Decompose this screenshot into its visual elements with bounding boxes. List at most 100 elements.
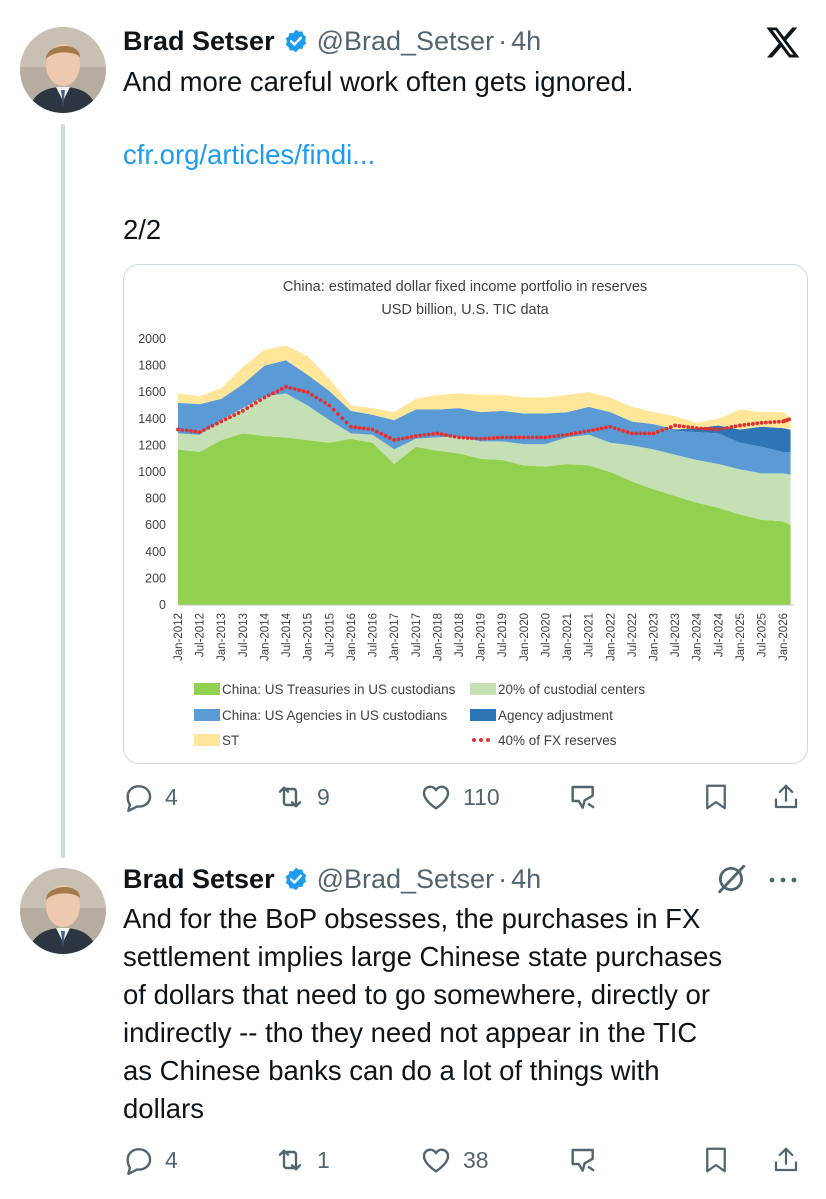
fx-line-point	[374, 429, 379, 434]
fx-line-point	[694, 426, 699, 431]
x-tick-label: Jan-2014	[259, 612, 271, 661]
fx-line-point	[591, 428, 595, 432]
tweet-text-line: settlement implies large Chinese state p…	[123, 941, 723, 972]
fx-line-point	[336, 412, 340, 416]
like-count: 38	[463, 1146, 489, 1173]
reply-count: 4	[165, 1146, 178, 1173]
retweet-button[interactable]: 1	[273, 1140, 330, 1180]
reply-button[interactable]: 4	[123, 1140, 178, 1180]
x-tick-label: Jul-2015	[324, 613, 336, 657]
avatar[interactable]	[20, 868, 106, 954]
share-button[interactable]	[771, 777, 801, 817]
fx-line-point	[284, 384, 288, 389]
x-tick-label: Jul-2018	[454, 613, 466, 657]
x-tick-label: Jul-2020	[540, 613, 552, 657]
fx-line-point	[223, 417, 228, 422]
retweet-count: 9	[317, 783, 330, 810]
grok-icon[interactable]	[714, 862, 748, 901]
retweet-button[interactable]: 9	[273, 777, 330, 817]
y-axis: 0 200 400 600 800 1000 1200 1400 1600 1800 2000	[138, 332, 166, 612]
fx-line-point	[444, 433, 448, 437]
fx-line-point	[526, 435, 531, 440]
fx-line-point	[565, 432, 569, 437]
pen-icon	[568, 1144, 600, 1176]
tweet-media-chart[interactable]: China: estimated dollar fixed income por…	[123, 264, 808, 764]
x-tick-label: Jan-2020	[519, 613, 531, 661]
fx-line-point	[396, 437, 401, 442]
fx-line-point	[301, 389, 306, 394]
fx-line-point	[495, 435, 500, 440]
reply-button[interactable]: 4	[123, 777, 178, 817]
x-tick-label: Jul-2021	[584, 613, 596, 657]
thread-connector	[61, 124, 65, 858]
fx-line-point	[271, 391, 276, 396]
fx-line-point	[569, 432, 574, 436]
x-tick-label: Jul-2025	[757, 613, 769, 657]
fx-line-point	[530, 435, 535, 440]
reply-icon	[123, 781, 155, 813]
fx-line-point	[673, 423, 678, 428]
fx-line-point	[305, 390, 310, 395]
view-button[interactable]	[568, 777, 600, 817]
more-options-icon[interactable]	[766, 868, 800, 897]
chart-title: China: estimated dollar fixed income por…	[283, 279, 647, 295]
fx-line-point	[725, 425, 729, 430]
fx-line-point	[292, 387, 297, 391]
fx-line-point	[733, 424, 738, 429]
fx-line-point	[642, 431, 647, 436]
x-tick-label: Jan-2016	[346, 613, 358, 661]
fx-line-point	[560, 433, 565, 438]
fx-line-point	[595, 427, 600, 432]
x-tick-label: Jul-2014	[281, 612, 293, 657]
area-series-0	[178, 433, 791, 605]
fx-line-point	[210, 423, 215, 428]
fx-line-point	[634, 431, 639, 436]
fx-line-point	[547, 434, 552, 439]
legend-dot	[472, 738, 476, 742]
fx-line-point	[500, 435, 505, 440]
share-button[interactable]	[771, 1140, 801, 1180]
author-handle[interactable]: @Brad_Setser	[316, 863, 495, 894]
x-tick-label: Jan-2012	[173, 613, 185, 661]
tweet-time[interactable]: 4h	[511, 863, 542, 894]
fx-line-point	[340, 416, 345, 421]
legend-label: 20% of custodial centers	[498, 682, 645, 697]
bookmark-button[interactable]	[701, 777, 731, 817]
fx-line-point	[240, 408, 245, 413]
tweet-time[interactable]: 4h	[511, 25, 542, 56]
bookmark-button[interactable]	[701, 1140, 731, 1180]
stacked-areas	[178, 345, 794, 606]
fx-line-point	[617, 427, 621, 432]
author-handle[interactable]: @Brad_Setser	[316, 25, 495, 56]
fx-line-point	[288, 386, 293, 390]
separator-dot: ·	[498, 863, 508, 894]
fx-line-point	[310, 392, 314, 397]
area-series-4	[178, 345, 791, 430]
x-tick-label: Jul-2013	[238, 613, 250, 657]
view-button[interactable]	[568, 1140, 600, 1180]
fx-line-point	[729, 425, 734, 429]
fx-line-point	[707, 427, 712, 431]
y-tick-label: 0	[159, 598, 166, 612]
fx-line-point	[448, 433, 453, 438]
author-name[interactable]: Brad Setser	[123, 25, 275, 56]
legend-label: China: US Treasuries in US custodians	[222, 682, 456, 697]
fx-line-point	[470, 436, 474, 441]
fx-line-point	[487, 436, 492, 441]
fx-line-point	[474, 436, 479, 441]
like-button[interactable]: 38	[419, 1140, 489, 1180]
fx-line-point	[387, 436, 392, 440]
tweet-link[interactable]: cfr.org/articles/findi...	[123, 139, 376, 170]
fx-line-point	[236, 411, 241, 415]
author-name[interactable]: Brad Setser	[123, 863, 275, 894]
legend-label: ST	[222, 733, 239, 748]
fx-line-point	[556, 433, 561, 438]
fx-line-point	[219, 419, 224, 424]
avatar[interactable]	[20, 27, 106, 113]
share-icon	[771, 1144, 801, 1176]
x-logo-icon[interactable]	[765, 24, 801, 60]
like-button[interactable]: 110	[419, 777, 500, 817]
legend-dot	[486, 738, 490, 742]
fx-line-point	[202, 428, 206, 432]
fx-line-point	[552, 434, 556, 439]
